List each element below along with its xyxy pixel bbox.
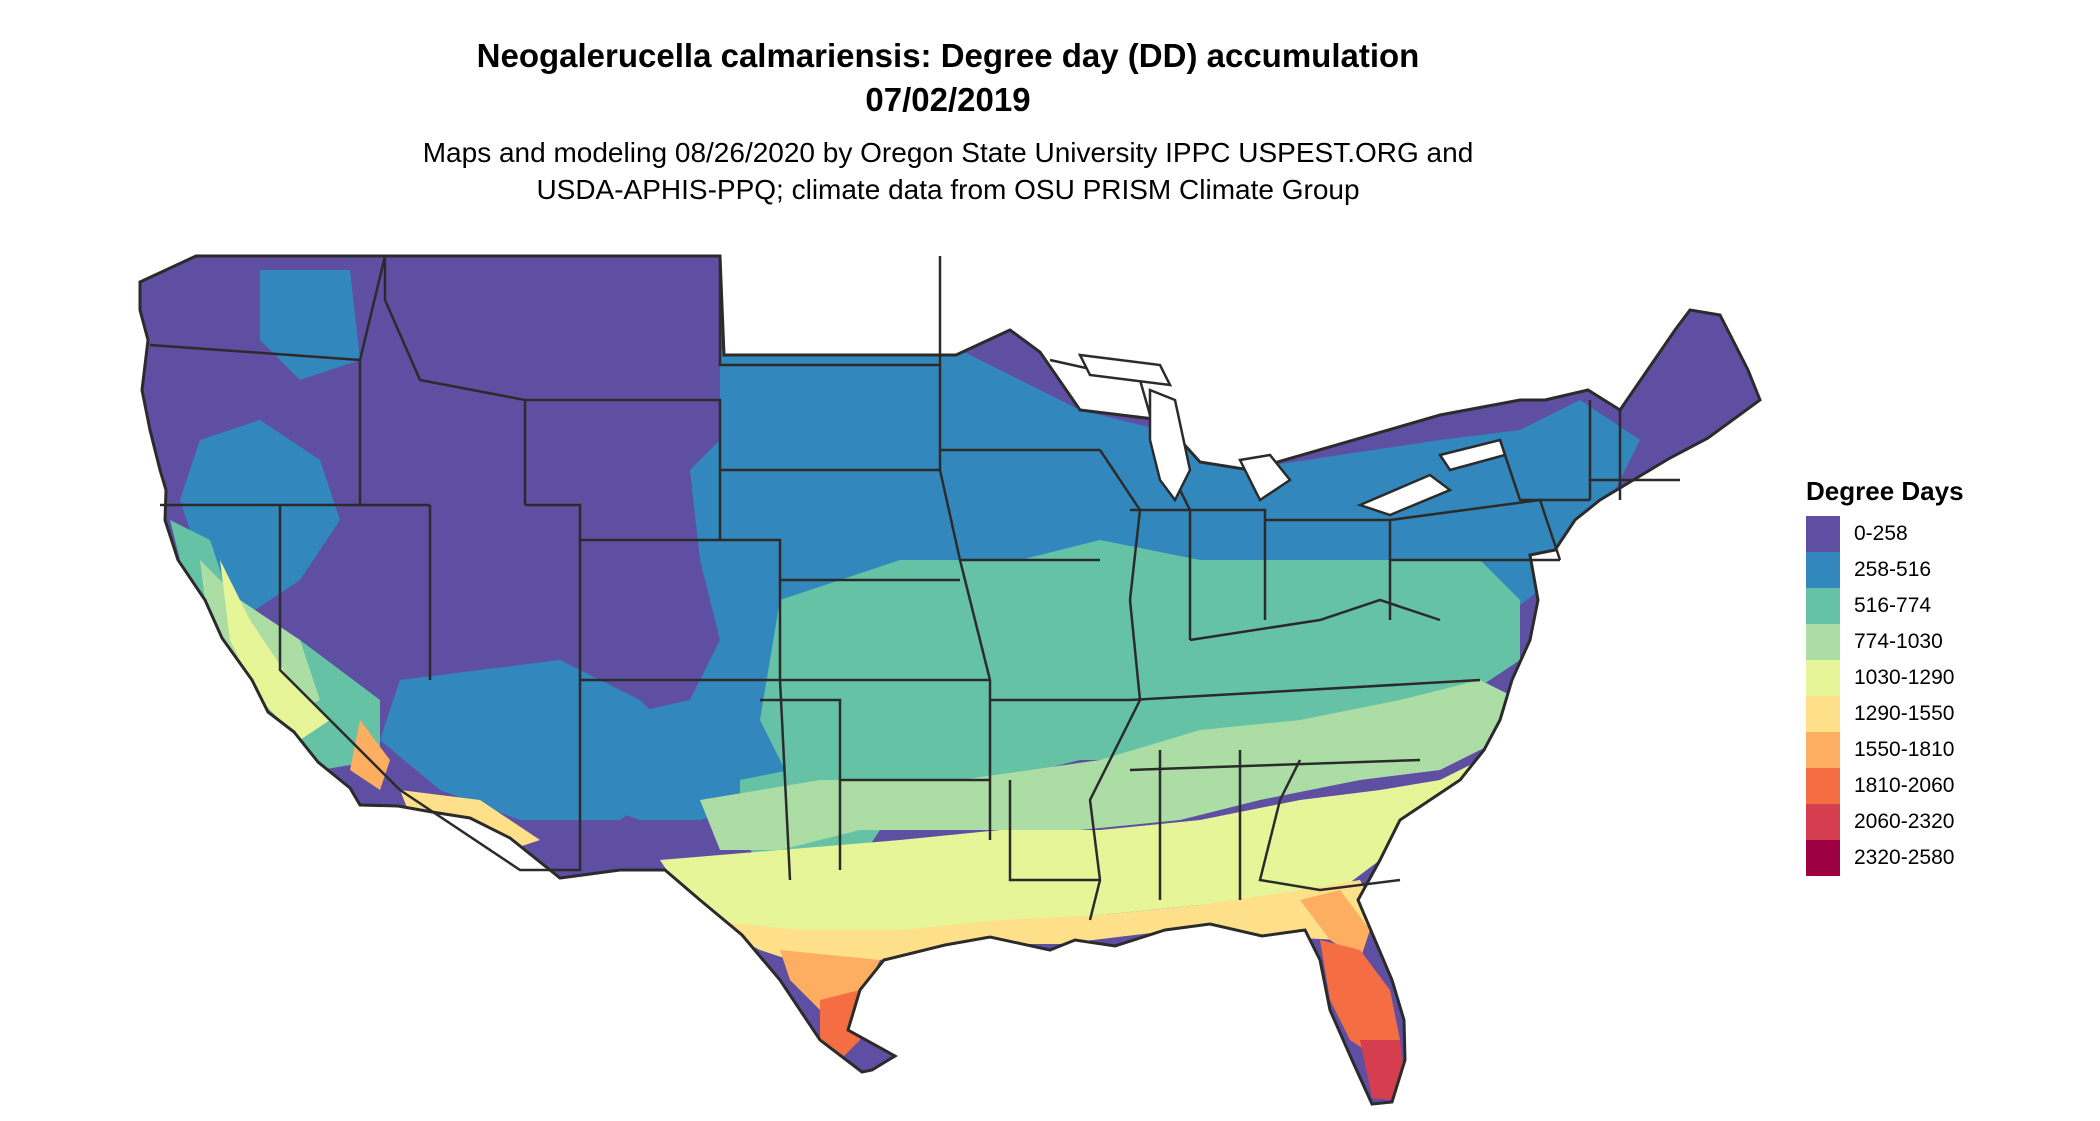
legend-label: 2060-2320: [1854, 810, 1955, 833]
legend-swatch: [1806, 840, 1840, 876]
legend-label: 0-258: [1854, 522, 1908, 545]
legend-label: 774-1030: [1854, 630, 1943, 653]
legend-swatch: [1806, 588, 1840, 624]
map-date: 07/02/2019: [865, 81, 1031, 118]
legend-title: Degree Days: [1806, 476, 1964, 506]
legend-swatch: [1806, 660, 1840, 696]
legend-item: 1290-1550: [1806, 696, 1964, 732]
legend-item: 516-774: [1806, 588, 1964, 624]
legend-label: 258-516: [1854, 558, 1932, 581]
legend-item: 1550-1810: [1806, 732, 1964, 768]
legend-item: 258-516: [1806, 552, 1964, 588]
legend-label: 2320-2580: [1854, 846, 1955, 869]
legend-item: 1810-2060: [1806, 768, 1964, 804]
map-credit-line-2: USDA-APHIS-PPQ; climate data from OSU PR…: [536, 174, 1360, 205]
legend-item: 1030-1290: [1806, 660, 1964, 696]
legend-swatch: [1806, 552, 1840, 588]
legend-label: 1550-1810: [1854, 738, 1955, 761]
legend-swatch: [1806, 624, 1840, 660]
legend-swatch: [1806, 804, 1840, 840]
legend-rows: 0-258 258-516 516-774 774-1030 1030-1290 1290…: [1806, 516, 1964, 876]
legend-swatch: [1806, 696, 1840, 732]
legend-item: 0-258: [1806, 516, 1964, 552]
legend-label: 1290-1550: [1854, 702, 1955, 725]
legend-swatch: [1806, 732, 1840, 768]
state-borders: [149, 255, 1680, 921]
legend-label: 1810-2060: [1854, 774, 1955, 797]
dd-color-bands: [140, 256, 1760, 1104]
subtitle-block: Maps and modeling 08/26/2020 by Oregon S…: [0, 134, 1896, 208]
legend-label: 516-774: [1854, 594, 1932, 617]
legend-item: 2320-2580: [1806, 840, 1964, 876]
legend-swatch: [1806, 516, 1840, 552]
legend-item: 774-1030: [1806, 624, 1964, 660]
legend-swatch: [1806, 768, 1840, 804]
title-block: Neogalerucella calmariensis: Degree day …: [0, 34, 1896, 122]
map-credit-line-1: Maps and modeling 08/26/2020 by Oregon S…: [422, 137, 1474, 168]
map-title: Neogalerucella calmariensis: Degree day …: [476, 37, 1420, 74]
us-outline: [138, 254, 1762, 1106]
legend: Degree Days 0-258 258-516 516-774 774-1030 1…: [1806, 474, 1964, 876]
legend-label: 1030-1290: [1854, 666, 1955, 689]
legend-item: 2060-2320: [1806, 804, 1964, 840]
great-lakes: [1077, 353, 1507, 517]
